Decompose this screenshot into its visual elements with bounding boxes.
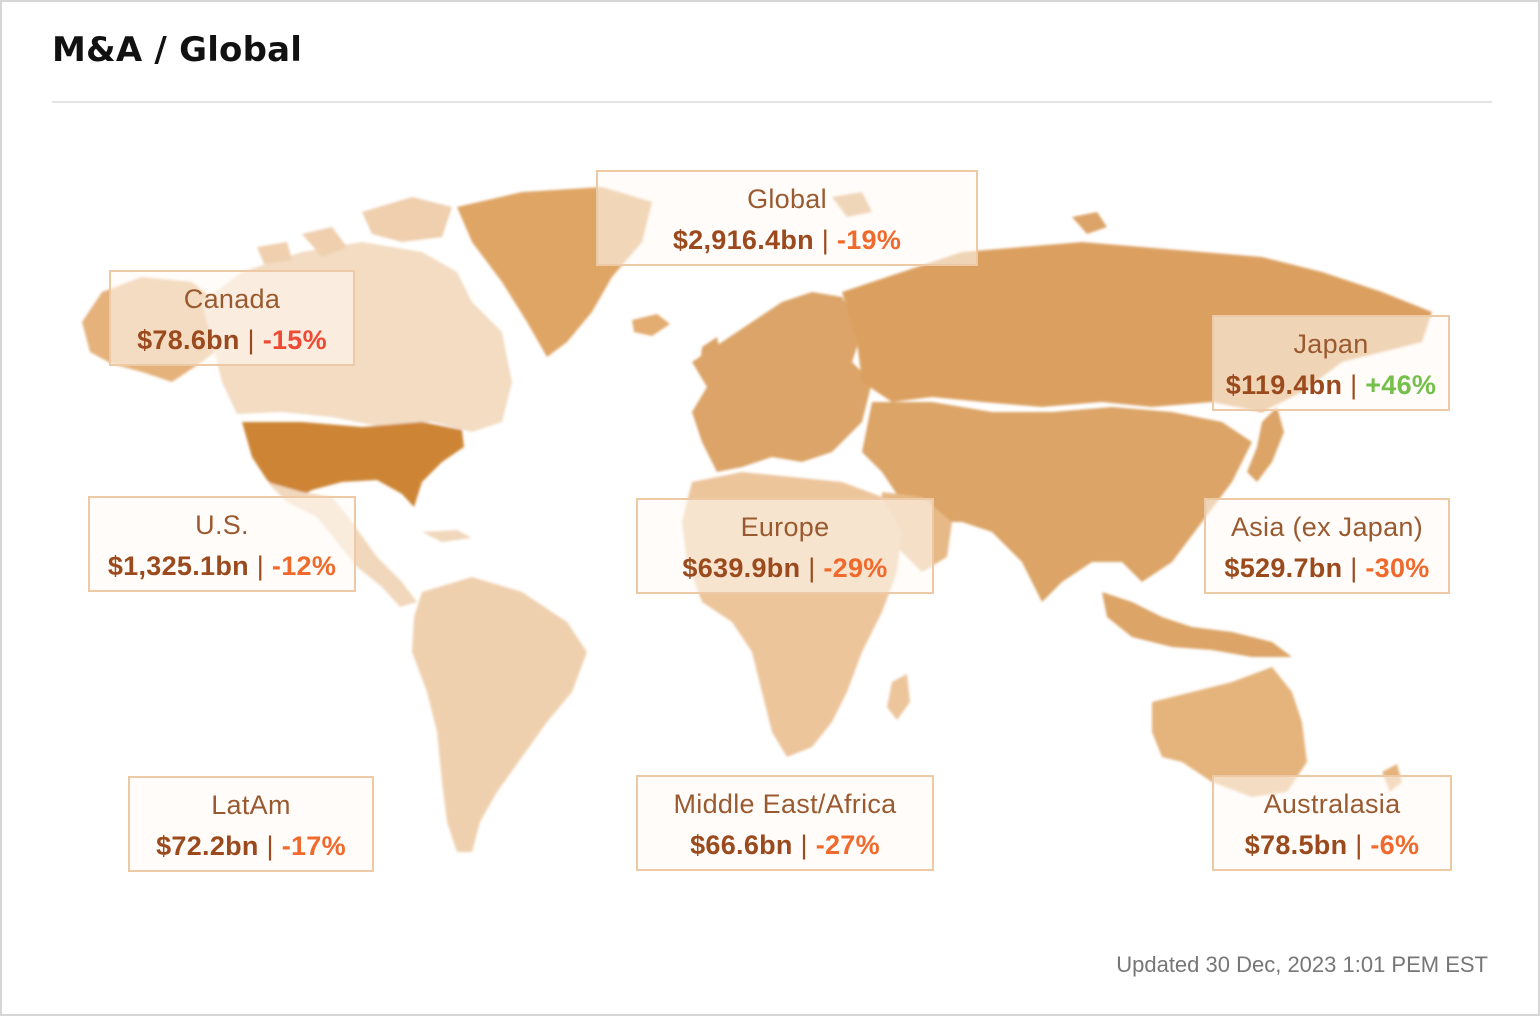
callout-japan[interactable]: Japan $119.4bn | +46% [1212,315,1450,411]
region-change: -27% [815,830,880,860]
region-figures: $2,916.4bn | -19% [598,225,976,256]
caribbean-shape [422,530,472,542]
iceland-shape [632,314,670,336]
australia-shape [1152,667,1307,797]
region-value: $639.9bn [682,553,801,583]
separator: | [821,225,830,255]
region-figures: $1,325.1bn | -12% [90,551,354,582]
region-figures: $78.6bn | -15% [111,325,353,356]
region-change: -12% [271,551,337,581]
region-value: $2,916.4bn [672,225,814,255]
asia-shape [862,402,1252,602]
callout-global[interactable]: Global $2,916.4bn | -19% [596,170,978,266]
region-figures: $66.6bn | -27% [638,830,932,861]
region-value: $1,325.1bn [107,551,249,581]
region-change: -29% [823,553,888,583]
region-name: Australasia [1263,789,1401,819]
region-change: +46% [1365,370,1437,400]
region-name: Asia (ex Japan) [1230,512,1424,542]
region-value: $66.6bn [690,830,793,860]
region-name: U.S. [195,510,249,540]
separator: | [1350,370,1358,400]
region-value: $78.6bn [137,325,240,355]
southeast-asia-shape [1102,592,1292,657]
separator: | [266,831,274,861]
region-figures: $639.9bn | -29% [638,553,932,584]
separator: | [256,551,265,581]
region-name: Japan [1293,329,1369,359]
callout-asia[interactable]: Asia (ex Japan) $529.7bn | -30% [1204,498,1450,594]
europe-shape [692,292,872,472]
region-change: -17% [281,831,346,861]
region-change: -6% [1370,830,1420,860]
region-name: Europe [740,512,830,542]
title-divider [52,101,1492,103]
region-figures: $78.5bn | -6% [1214,830,1450,861]
callout-us[interactable]: U.S. $1,325.1bn | -12% [88,496,356,592]
british-isles-shape [700,337,722,374]
arctic-islands-shape [257,197,452,264]
callout-europe[interactable]: Europe $639.9bn | -29% [636,498,934,594]
region-figures: $72.2bn | -17% [130,831,372,862]
south-america-shape [412,577,587,852]
region-value: $78.5bn [1244,830,1348,860]
usa-shape [242,422,464,507]
region-figures: $529.7bn | -30% [1206,553,1448,584]
region-value: $529.7bn [1224,553,1343,583]
japan-shape [1247,407,1284,482]
region-value: $119.4bn [1225,370,1343,400]
madagascar-shape [887,674,910,720]
callout-latam[interactable]: LatAm $72.2bn | -17% [128,776,374,872]
callout-australasia[interactable]: Australasia $78.5bn | -6% [1212,775,1452,871]
separator: | [1355,830,1363,860]
separator: | [247,325,255,355]
separator: | [800,830,808,860]
region-change: -15% [262,325,327,355]
callout-middle-east-africa[interactable]: Middle East/Africa $66.6bn | -27% [636,775,934,871]
separator: | [808,553,816,583]
updated-timestamp: Updated 30 Dec, 2023 1:01 PEM EST [1116,952,1488,977]
region-name: Canada [183,284,281,314]
region-figures: $119.4bn | +46% [1214,370,1448,401]
region-name: LatAm [211,790,291,820]
region-name: Global [747,184,827,214]
separator: | [1350,553,1358,583]
region-change: -19% [836,225,902,255]
region-change: -30% [1365,553,1430,583]
region-value: $72.2bn [156,831,259,861]
region-name: Middle East/Africa [673,789,897,819]
callout-canada[interactable]: Canada $78.6bn | -15% [109,270,355,366]
page-title: M&A / Global [52,30,303,70]
